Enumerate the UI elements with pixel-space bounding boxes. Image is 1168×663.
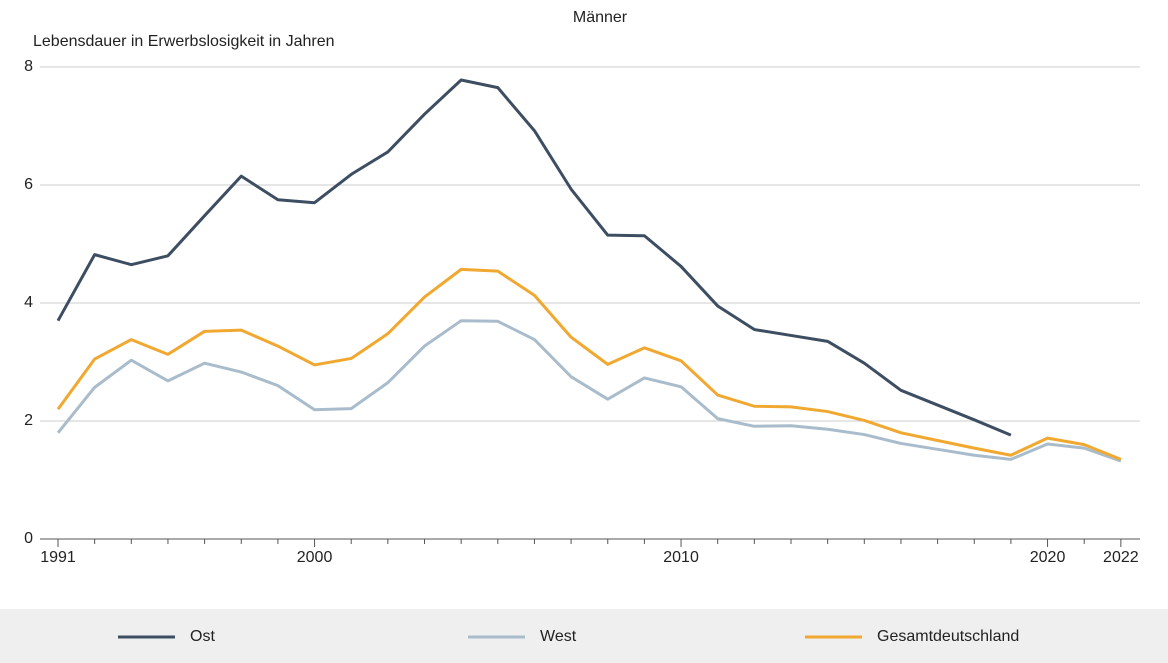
x-tick-label: 2000	[297, 549, 333, 566]
x-tick-label: 2022	[1103, 549, 1139, 566]
x-tick-label: 1991	[40, 549, 76, 566]
chart-title: Männer	[573, 9, 628, 26]
y-axis-label: Lebensdauer in Erwerbslosigkeit in Jahre…	[33, 33, 335, 50]
x-tick-label: 2010	[663, 549, 699, 566]
y-tick-label: 6	[24, 176, 33, 193]
y-tick-label: 8	[24, 58, 33, 75]
legend-box	[0, 609, 1168, 663]
legend-label: West	[540, 628, 577, 645]
y-tick-label: 4	[24, 294, 33, 311]
x-tick-label: 2020	[1030, 549, 1066, 566]
legend-label: Gesamtdeutschland	[877, 628, 1019, 645]
y-tick-label: 2	[24, 412, 33, 429]
y-tick-label: 0	[24, 530, 33, 547]
line-series	[56, 319, 1122, 463]
line-series	[56, 78, 1012, 437]
legend-label: Ost	[190, 628, 215, 645]
line-series	[56, 267, 1122, 461]
